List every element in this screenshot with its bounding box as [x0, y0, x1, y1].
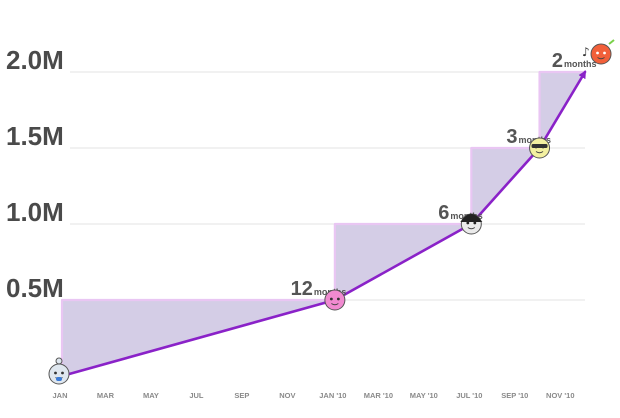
- step-duration-unit: months: [564, 59, 597, 69]
- step-duration-number: 2: [552, 50, 563, 72]
- y-axis-ticks: 0.5M 1.0M 1.5M 2.0M: [6, 45, 64, 303]
- x-tick-label: MAY: [143, 391, 159, 400]
- y-tick-label: 2.0M: [6, 45, 64, 75]
- mascot-icons: ♪: [48, 39, 615, 385]
- pink-mascot-icon: [324, 289, 346, 311]
- step-duration-number: 3: [506, 126, 517, 148]
- x-tick-label: SEP '10: [501, 391, 528, 400]
- x-tick-label: JUL '10: [456, 391, 482, 400]
- x-tick-label: MAR: [97, 391, 115, 400]
- grid-lines: [70, 71, 585, 301]
- x-tick-label: MAY '10: [410, 391, 438, 400]
- x-tick-label: NOV: [279, 391, 295, 400]
- baby-mascot-icon: [48, 357, 70, 385]
- x-tick-label: JAN '10: [319, 391, 346, 400]
- x-tick-label: SEP: [234, 391, 249, 400]
- x-tick-label: JUL: [189, 391, 204, 400]
- x-tick-label: MAR '10: [364, 391, 393, 400]
- x-tick-label: NOV '10: [546, 391, 574, 400]
- y-tick-label: 1.5M: [6, 121, 64, 151]
- sunglasses-mascot-icon: [529, 137, 551, 159]
- x-tick-label: JAN: [52, 391, 67, 400]
- y-tick-label: 0.5M: [6, 273, 64, 303]
- step-duration-number: 12: [291, 278, 313, 300]
- music-note-icon: ♪: [582, 45, 590, 59]
- step-duration-number: 6: [438, 202, 449, 224]
- x-axis-ticks: JAN MAR MAY JUL SEP NOV JAN '10 MAR '10 MAY '10 J…: [52, 391, 574, 400]
- music-mascot-icon: ♪: [582, 39, 615, 65]
- dark-haired-mascot-icon: [460, 213, 483, 235]
- y-tick-label: 1.0M: [6, 197, 64, 227]
